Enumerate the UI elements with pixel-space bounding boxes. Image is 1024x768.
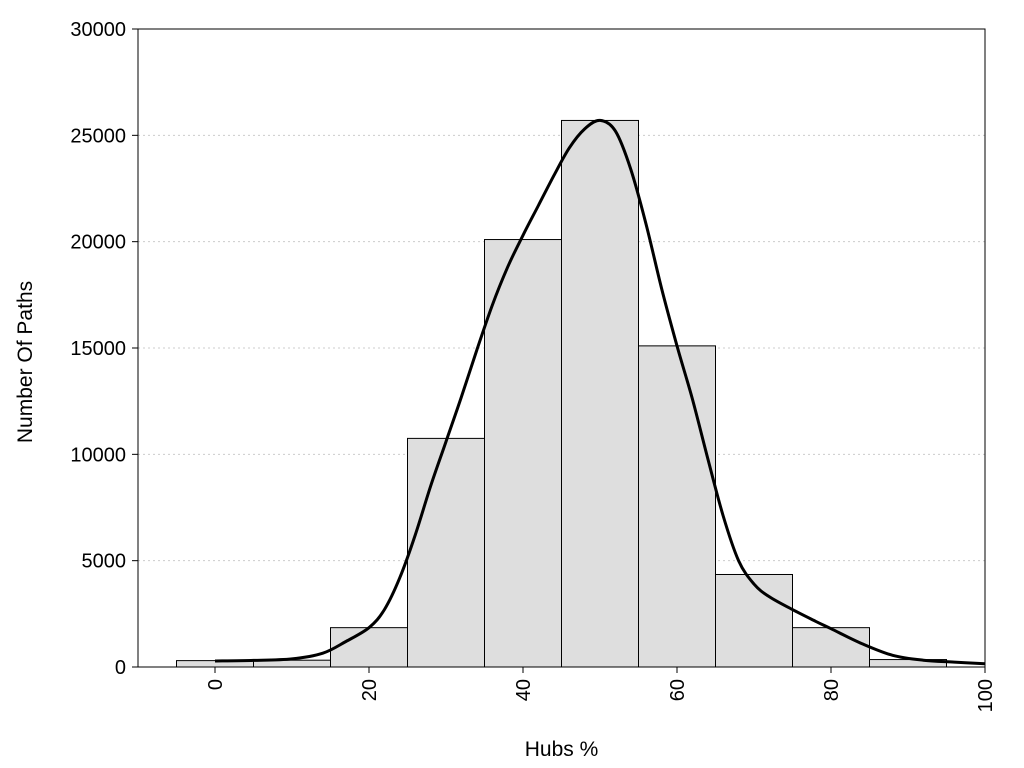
histogram-bar (561, 119, 639, 668)
x-tick-label: 40 (513, 679, 535, 701)
y-tick-label: 15000 (70, 338, 126, 360)
y-tick-label: 25000 (70, 125, 126, 147)
grid-lines (138, 134, 985, 562)
y-tick-label: 0 (115, 657, 126, 679)
y-axis-ticks: 0 5000 10000 15000 20000 25000 30000 (70, 19, 138, 679)
histogram-bars (176, 119, 947, 668)
histogram-bar (407, 437, 485, 668)
histogram-bar (792, 627, 870, 668)
x-tick-label: 100 (975, 679, 997, 712)
x-tick-label: 20 (359, 679, 381, 701)
density-curve-layer (214, 118, 986, 666)
y-tick-label: 5000 (82, 551, 127, 573)
histogram-bar (638, 345, 716, 668)
y-axis-title: Number Of Paths (14, 281, 37, 443)
x-axis-ticks: 0 20 40 60 80 100 (205, 667, 997, 712)
x-tick-label: 0 (205, 679, 227, 690)
y-tick-label: 30000 (70, 19, 126, 41)
histogram-bar (484, 239, 562, 668)
histogram-bar (715, 573, 793, 668)
y-tick-label: 10000 (70, 444, 126, 466)
x-axis-title: Hubs % (525, 738, 599, 761)
y-tick-label: 20000 (70, 232, 126, 254)
x-tick-label: 80 (821, 679, 843, 701)
histogram-bar (330, 627, 408, 668)
x-tick-label: 60 (667, 679, 689, 701)
density-curve (214, 118, 986, 666)
